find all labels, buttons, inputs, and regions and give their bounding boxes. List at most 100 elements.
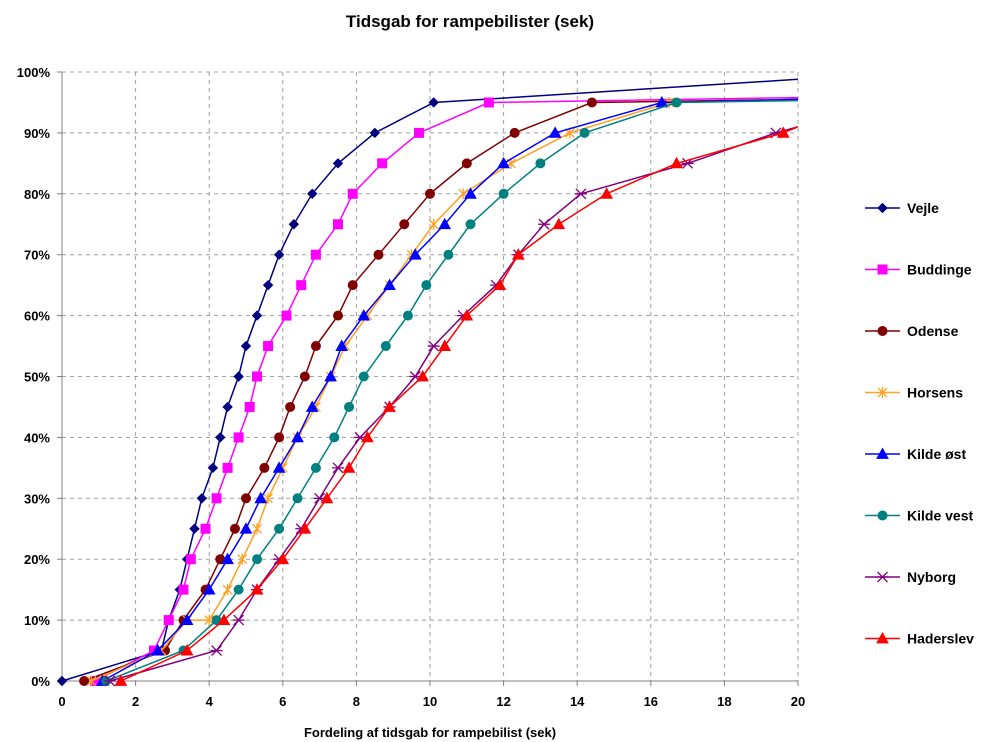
data-point: [233, 584, 244, 595]
series-layer: [56, 78, 799, 687]
data-point: [333, 219, 343, 230]
y-tick-label: 50%: [24, 370, 50, 385]
data-point: [548, 126, 562, 138]
data-point: [252, 554, 263, 565]
y-tick-label: 80%: [24, 187, 50, 202]
data-point: [79, 676, 90, 686]
series-line: [120, 126, 799, 682]
data-point: [358, 371, 369, 382]
y-tick-label: 70%: [24, 248, 50, 263]
data-point: [373, 249, 384, 260]
data-point: [574, 188, 587, 200]
y-tick-label: 10%: [24, 613, 50, 628]
chart-title: Tidsgab for rampebilister (sek): [346, 12, 594, 31]
legend-label: Haderslev: [907, 631, 974, 647]
legend-marker: [877, 202, 888, 214]
data-point: [298, 522, 312, 534]
data-point: [333, 310, 343, 321]
data-point: [56, 675, 68, 687]
data-point: [200, 523, 211, 534]
data-point: [347, 188, 358, 199]
data-point: [329, 432, 340, 443]
series-7: [114, 126, 799, 686]
legend-label: Buddinge: [907, 262, 972, 278]
legend-label: Vejle: [907, 200, 939, 216]
data-point: [221, 552, 234, 565]
legend-marker: [876, 447, 889, 459]
x-tick-label: 4: [206, 694, 214, 709]
series-6: [103, 126, 799, 687]
data-point: [776, 126, 790, 138]
legend-marker: [877, 510, 888, 521]
data-point: [438, 339, 452, 351]
series-3: [86, 96, 799, 687]
series-line: [83, 98, 799, 682]
grid: [62, 71, 799, 681]
x-tick-label: 18: [717, 694, 731, 709]
data-point: [180, 613, 194, 625]
x-tick-label: 8: [353, 694, 360, 709]
data-point: [428, 97, 439, 108]
data-point: [178, 584, 189, 595]
data-point: [276, 552, 290, 565]
data-point: [274, 523, 285, 534]
legend-marker: [877, 387, 888, 398]
data-point: [252, 371, 263, 382]
legend-item: Buddinge: [865, 262, 972, 278]
data-point: [497, 156, 510, 169]
legend-label: Horsens: [907, 385, 963, 401]
data-point: [310, 462, 321, 473]
data-point: [291, 430, 304, 443]
data-point: [670, 156, 683, 169]
data-point: [369, 127, 381, 139]
data-point: [207, 462, 219, 474]
series-line: [91, 98, 799, 682]
data-point: [189, 523, 200, 534]
x-axis-label: Fordeling af tidsgab for rampebilist (se…: [304, 725, 556, 740]
series-0: [56, 78, 799, 687]
y-tick-label: 30%: [24, 491, 50, 506]
data-point: [103, 675, 116, 687]
data-point: [185, 554, 196, 565]
data-point: [296, 280, 307, 291]
data-point: [335, 339, 349, 351]
data-point: [86, 675, 97, 687]
data-point: [180, 644, 194, 656]
data-point: [252, 523, 262, 535]
data-point: [399, 219, 410, 230]
data-point: [320, 491, 334, 504]
y-tick-label: 0%: [31, 674, 50, 689]
data-point: [421, 280, 432, 291]
legend-item: Odense: [865, 323, 959, 339]
legend-item: Haderslev: [865, 631, 974, 647]
data-point: [202, 583, 216, 595]
data-point: [361, 430, 374, 443]
legend-marker: [877, 264, 888, 275]
legend-label: Odense: [907, 323, 959, 339]
data-point: [498, 188, 509, 199]
data-point: [239, 522, 253, 534]
data-point: [288, 219, 300, 230]
data-point: [552, 217, 566, 230]
data-point: [285, 401, 296, 412]
data-point: [461, 158, 472, 169]
data-point: [222, 401, 233, 413]
data-point: [211, 493, 222, 504]
series-1: [90, 96, 799, 686]
data-point: [114, 674, 128, 686]
y-tick-label: 20%: [24, 552, 50, 567]
legend-item: Kilde vest: [865, 508, 973, 524]
data-point: [272, 461, 286, 473]
data-point: [511, 248, 525, 260]
data-point: [222, 584, 233, 596]
data-point: [310, 249, 321, 260]
data-point: [262, 279, 274, 291]
data-point: [217, 613, 231, 625]
data-point: [259, 462, 270, 473]
data-point: [509, 127, 520, 138]
legend-label: Kilde vest: [907, 508, 973, 524]
data-point: [464, 187, 477, 199]
data-point: [274, 432, 285, 443]
data-point: [377, 158, 388, 169]
